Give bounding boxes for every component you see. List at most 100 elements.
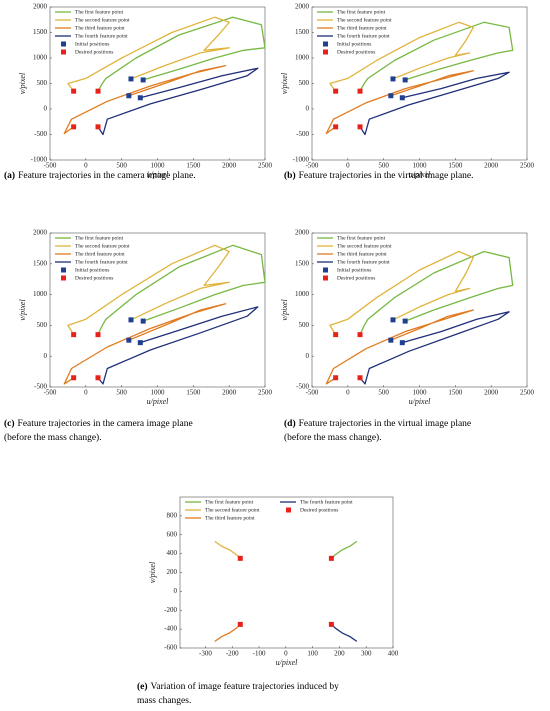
legend-swatch (323, 267, 328, 273)
y-tick-label: -1000 (293, 156, 310, 164)
x-tick-label: 2000 (222, 389, 237, 397)
position-marker (95, 332, 101, 338)
legend-label: Desired positions (75, 275, 113, 281)
position-marker (71, 88, 77, 94)
legend-label: The first feature point (337, 234, 386, 241)
y-tick-label: 0 (44, 352, 48, 360)
caption-text: mass changes. (137, 696, 191, 706)
y-tick-label: 0 (306, 105, 310, 113)
position-marker (357, 124, 363, 130)
caption-text: Feature trajectories in the camera image… (18, 419, 193, 429)
legend-label: Desired positions (337, 49, 375, 55)
position-marker (137, 340, 143, 346)
position-marker (71, 124, 77, 130)
x-tick-label: 1000 (413, 162, 428, 170)
plot-area (63, 16, 265, 136)
y-tick-label: 0 (174, 587, 178, 595)
x-tick-label: 2000 (484, 389, 499, 397)
caption-text: Feature trajectories in the camera image… (18, 171, 196, 181)
legend-swatch (61, 275, 66, 281)
legend-label: The first feature point (75, 8, 124, 15)
caption-label: (a) (4, 170, 15, 181)
caption-label: (b) (284, 170, 296, 181)
y-tick-label: 1500 (295, 259, 310, 267)
x-tick-label: 500 (116, 162, 127, 170)
y-tick-label: 1500 (295, 28, 310, 36)
y-tick-label: -200 (164, 606, 177, 614)
x-tick-label: -500 (306, 162, 319, 170)
position-marker (390, 76, 396, 82)
x-tick-label: -500 (306, 389, 319, 397)
legend-label: The first feature point (337, 8, 386, 15)
legend-label: The second feature point (75, 242, 130, 249)
y-tick-label: -400 (164, 625, 177, 633)
x-tick-label: -500 (44, 162, 57, 170)
x-tick-label: 2500 (520, 389, 535, 397)
trajectory (63, 303, 227, 385)
x-axis-label: u/pixel (147, 397, 170, 406)
trajectory (359, 250, 514, 335)
legend-label: The second feature point (337, 242, 392, 249)
x-tick-label: 500 (116, 389, 127, 397)
y-tick-label: -1000 (31, 156, 48, 164)
x-axis-label: u/pixel (409, 397, 432, 406)
trajectory (325, 309, 474, 385)
caption-text: (before the mass change). (4, 432, 102, 443)
trajectory (359, 21, 514, 92)
y-axis-label: v/pixel (18, 72, 27, 94)
position-marker (399, 340, 405, 346)
trajectory (214, 540, 241, 559)
position-marker (399, 95, 405, 101)
legend-swatch (323, 49, 328, 55)
legend-label: The fourth feature point (337, 258, 390, 265)
position-marker (95, 124, 101, 130)
trajectory (97, 16, 265, 92)
legend-swatch (61, 49, 66, 55)
legend-label: Desired positions (300, 507, 338, 513)
legend-label: The fourth feature point (75, 32, 128, 39)
position-marker (95, 375, 101, 381)
x-tick-label: 300 (361, 650, 372, 658)
trajectory (63, 64, 227, 135)
y-tick-label: 500 (299, 321, 310, 329)
position-marker (237, 621, 243, 627)
trajectory (67, 16, 230, 92)
position-marker (388, 337, 394, 343)
y-tick-label: -600 (164, 644, 177, 652)
caption-text: (before the mass change). (284, 432, 382, 443)
legend-label: Initial positions (337, 267, 371, 273)
caption: (c) Feature trajectories in the camera im… (4, 418, 193, 429)
x-tick-label: 1500 (448, 389, 463, 397)
trajectory (330, 623, 358, 642)
y-tick-label: 0 (44, 105, 48, 113)
caption-label: (e) (137, 681, 148, 692)
caption: (a) Feature trajectories in the camera im… (4, 170, 196, 181)
position-marker (328, 555, 334, 561)
x-tick-label: 2500 (520, 162, 535, 170)
position-marker (388, 93, 394, 99)
trajectory (359, 71, 510, 136)
x-tick-label: 1000 (151, 389, 166, 397)
legend-label: The third feature point (75, 24, 125, 31)
x-tick-label: 1500 (186, 389, 201, 397)
y-axis-label: v/pixel (18, 299, 27, 321)
plot-area (325, 250, 514, 385)
position-marker (333, 375, 339, 381)
caption: (b) Feature trajectories in the virtual i… (284, 170, 474, 181)
position-marker (402, 77, 408, 83)
x-tick-label: 1500 (448, 162, 463, 170)
trajectory (67, 244, 230, 335)
y-tick-label: 2000 (33, 229, 48, 237)
x-tick-label: 1000 (151, 162, 166, 170)
y-tick-label: -500 (296, 383, 309, 391)
y-tick-label: 500 (299, 79, 310, 87)
x-tick-label: -300 (199, 650, 212, 658)
legend-swatch (323, 41, 328, 47)
y-tick-label: 1000 (295, 290, 310, 298)
trajectory (214, 623, 241, 642)
y-tick-label: 500 (37, 79, 48, 87)
trajectory (97, 244, 265, 335)
position-marker (126, 337, 132, 343)
x-tick-label: 100 (307, 650, 318, 658)
